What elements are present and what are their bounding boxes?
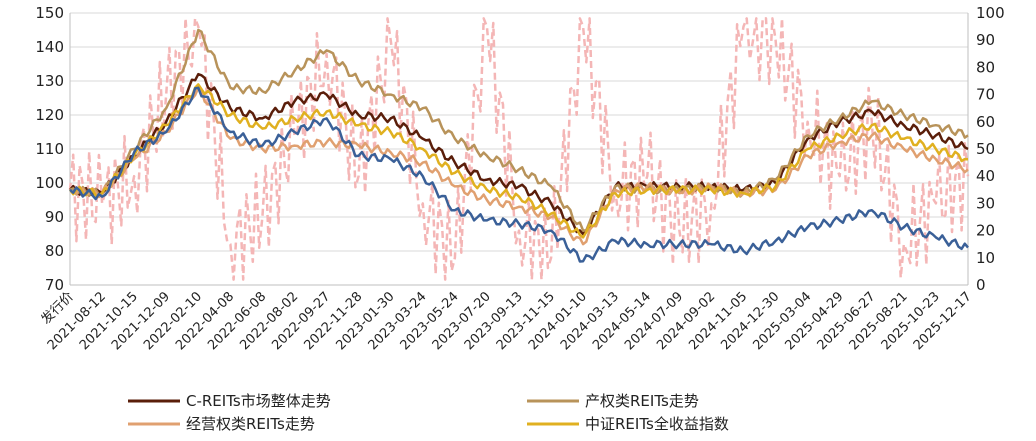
legend-label: 产权类REITs走势 xyxy=(585,392,699,410)
right-tick-label: 30 xyxy=(976,194,995,212)
series-line xyxy=(69,28,969,232)
right-tick-label: 100 xyxy=(976,4,1005,22)
legend-label: C-REITs市场整体走势 xyxy=(186,392,331,410)
legend-item: 经营权类REITs走势 xyxy=(128,415,315,433)
series-line xyxy=(69,86,969,263)
right-tick-label: 10 xyxy=(976,249,995,267)
right-tick-label: 80 xyxy=(976,58,995,76)
right-tick-label: 60 xyxy=(976,113,995,131)
left-tick-label: 110 xyxy=(35,140,64,158)
left-tick-label: 90 xyxy=(45,208,64,226)
series-line xyxy=(68,17,970,281)
series-line xyxy=(68,83,969,239)
left-tick-label: 130 xyxy=(35,72,64,90)
right-tick-label: 50 xyxy=(976,140,995,158)
right-tick-label: 90 xyxy=(976,31,995,49)
legend-item: 产权类REITs走势 xyxy=(527,392,699,410)
legend-item: C-REITs市场整体走势 xyxy=(128,392,331,410)
left-tick-label: 140 xyxy=(35,38,64,56)
x-axis: 发行价2021-08-122021-10-152021-12-092022-02… xyxy=(38,289,975,354)
left-tick-label: 70 xyxy=(45,276,64,294)
legend-label: 中证REITs全收益指数 xyxy=(585,415,729,433)
legend-label: 经营权类REITs走势 xyxy=(186,415,315,433)
left-tick-label: 80 xyxy=(45,242,64,260)
right-tick-label: 40 xyxy=(976,167,995,185)
right-tick-label: 0 xyxy=(976,276,986,294)
left-y-axis: 70 80 90 100 110 120 130 140 150 xyxy=(35,4,64,294)
legend-item: 中证REITs全收益指数 xyxy=(527,415,729,433)
left-tick-label: 150 xyxy=(35,4,64,22)
left-tick-label: 120 xyxy=(35,106,64,124)
right-y-axis: 0 10 20 30 40 50 60 70 80 90 100 xyxy=(976,4,1005,294)
series-layer xyxy=(68,17,970,281)
series-line xyxy=(69,86,969,246)
left-tick-label: 100 xyxy=(35,174,64,192)
right-tick-label: 70 xyxy=(976,86,995,104)
right-tick-label: 20 xyxy=(976,222,995,240)
series-line xyxy=(69,72,969,236)
